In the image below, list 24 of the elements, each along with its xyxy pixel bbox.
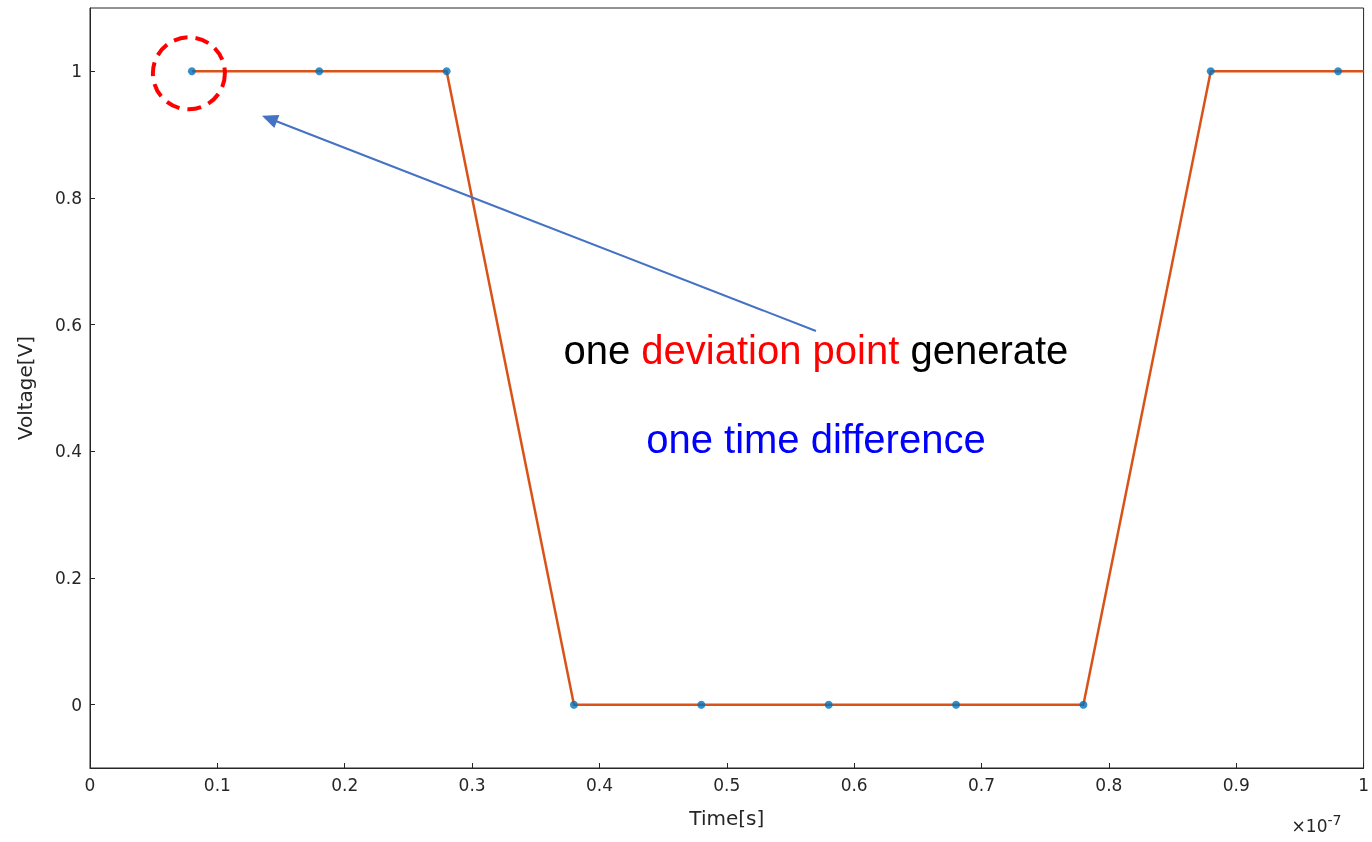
x-axis-title: Time[s] bbox=[688, 806, 765, 830]
x-tick-label: 0.6 bbox=[840, 774, 868, 795]
x-tick-label: 0.4 bbox=[585, 774, 613, 795]
text: ×10$^{-7}$ bbox=[1291, 812, 1342, 836]
y-axis-title: Voltage[V] bbox=[13, 335, 37, 441]
annotation: deviation point bbox=[640, 328, 900, 372]
x-tick-label: 0 bbox=[84, 774, 96, 795]
y-tick-label: 0.8 bbox=[54, 188, 82, 208]
x-tick-label: 0.2 bbox=[331, 774, 359, 795]
annotation: one time difference bbox=[646, 416, 986, 461]
x-tick-label: 0.3 bbox=[458, 774, 486, 795]
x-tick-label: 0.5 bbox=[713, 774, 741, 795]
annotation: generate bbox=[909, 328, 1069, 372]
x-tick-label: 1 bbox=[1358, 774, 1370, 795]
x-tick-label: 0.7 bbox=[967, 774, 996, 795]
x-tick-label: 0.9 bbox=[1222, 774, 1250, 795]
y-tick-label: 1 bbox=[71, 61, 82, 82]
y-tick-label: 0.4 bbox=[54, 441, 82, 462]
y-tick-label: 0.6 bbox=[54, 314, 82, 335]
y-tick-label: 0 bbox=[71, 694, 82, 715]
y-tick-label: 0.2 bbox=[54, 568, 82, 588]
x-tick-label: 0.8 bbox=[1095, 774, 1123, 795]
x-tick-label: 0.1 bbox=[203, 774, 231, 795]
annotation: one bbox=[563, 328, 631, 372]
